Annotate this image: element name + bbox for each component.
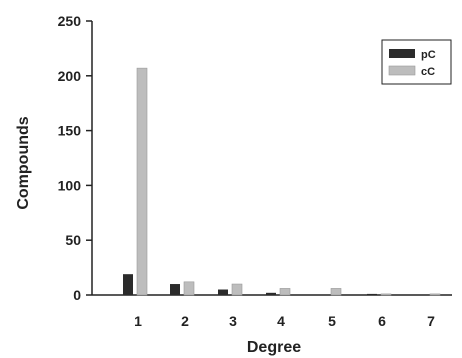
bar-cC-3 [231,283,243,296]
bar-pC-1 [123,274,133,295]
bar-cC-5 [330,288,342,296]
x-axis-title: Degree [247,339,301,356]
y-tick-label: 50 [65,232,81,248]
legend-swatch-pC [389,49,415,58]
y-tick-label: 0 [73,287,81,303]
legend-swatch-cC [388,65,416,76]
legend: pC cC [381,39,452,85]
bar-pC-6 [367,293,377,295]
y-tick-label: 100 [58,177,82,193]
bar-pC-4 [266,292,276,295]
bar-cC-4 [279,288,291,296]
x-tick-label: 4 [277,313,285,329]
x-tick-label: 2 [181,313,189,329]
x-tick-label: 5 [328,313,336,329]
bar-cC-1 [136,67,148,296]
y-axis-ticks: 0 50 100 150 200 250 [58,13,92,303]
y-tick-label: 250 [58,13,82,29]
x-tick-label: 6 [378,313,386,329]
bar-pC-3 [218,289,228,295]
bar-cC-7 [429,293,441,296]
y-tick-label: 200 [58,68,82,84]
x-tick-label: 3 [229,313,237,329]
plot-area: 0 50 100 150 200 250 1 2 3 4 5 6 7 [58,13,452,329]
legend-label-cC: cC [421,66,435,78]
y-axis-title: Compounds [15,116,32,209]
x-axis-ticks: 1 2 3 4 5 6 7 [134,313,435,329]
x-tick-label: 7 [427,313,435,329]
x-tick-label: 1 [134,313,142,329]
legend-label-pC: pC [421,49,436,61]
bar-cC-6 [380,293,392,296]
bars [123,67,441,296]
bar-pC-2 [170,284,180,295]
legend-box [381,39,452,85]
bar-cC-2 [183,281,195,296]
y-tick-label: 150 [58,123,82,139]
